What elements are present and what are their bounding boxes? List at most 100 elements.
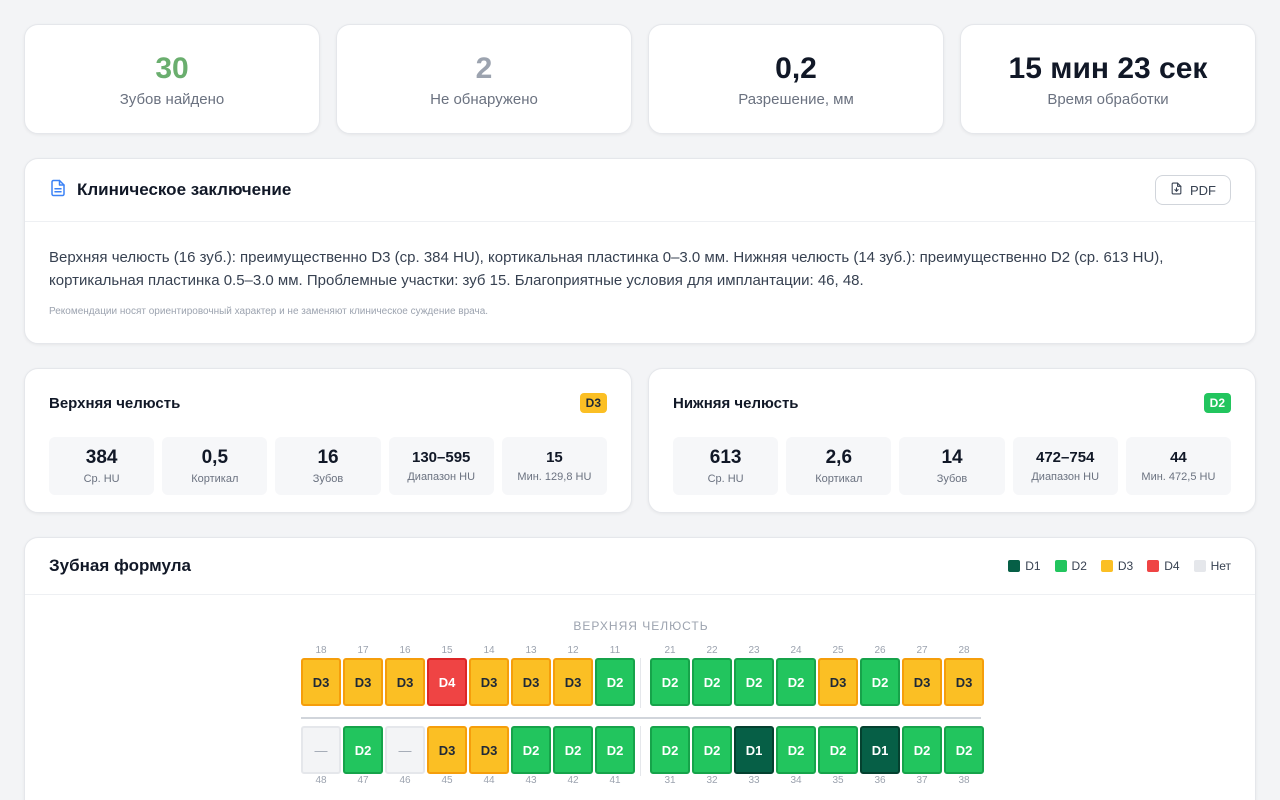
tooth-32[interactable]: D2 32 <box>691 726 733 788</box>
tooth-density-cell[interactable]: D2 <box>818 726 858 774</box>
tooth-number: 48 <box>315 775 327 786</box>
tooth-density-cell[interactable]: D1 <box>734 726 774 774</box>
tooth-density-cell[interactable]: D3 <box>553 658 593 706</box>
tooth-12[interactable]: 12 D3 <box>552 644 594 706</box>
stat-value: 472–754 <box>1036 449 1095 466</box>
tooth-42[interactable]: D2 42 <box>552 726 594 788</box>
tooth-28[interactable]: 28 D3 <box>943 644 985 706</box>
tooth-number: 36 <box>874 775 886 786</box>
tooth-21[interactable]: 21 D2 <box>649 644 691 706</box>
tooth-36[interactable]: D1 36 <box>859 726 901 788</box>
tooth-24[interactable]: 24 D2 <box>775 644 817 706</box>
tooth-density-cell[interactable]: — <box>385 726 425 774</box>
tooth-density-cell[interactable]: D2 <box>595 658 635 706</box>
tooth-density-cell[interactable]: D3 <box>385 658 425 706</box>
tooth-density-cell[interactable]: D3 <box>469 658 509 706</box>
legend-item-d2: D2 <box>1054 559 1087 573</box>
tooth-37[interactable]: D2 37 <box>901 726 943 788</box>
stat-label: Ср. HU <box>707 473 744 485</box>
tooth-density-cell[interactable]: D3 <box>343 658 383 706</box>
tooth-13[interactable]: 13 D3 <box>510 644 552 706</box>
stat-card-teeth-found: 30 Зубов найдено <box>24 24 320 134</box>
tooth-density-cell[interactable]: D1 <box>860 726 900 774</box>
stat-label: Мин. 472,5 HU <box>1141 471 1216 483</box>
tooth-density-cell[interactable]: D2 <box>902 726 942 774</box>
tooth-number: 44 <box>483 775 495 786</box>
tooth-density-cell[interactable]: D2 <box>343 726 383 774</box>
tooth-density-cell[interactable]: D2 <box>944 726 984 774</box>
tooth-16[interactable]: 16 D3 <box>384 644 426 706</box>
tooth-density-cell[interactable]: D2 <box>650 658 690 706</box>
tooth-35[interactable]: D2 35 <box>817 726 859 788</box>
tooth-31[interactable]: D2 31 <box>649 726 691 788</box>
legend-item-d1: D1 <box>1008 559 1041 573</box>
legend-swatch <box>1147 560 1160 572</box>
tooth-number: 41 <box>609 775 621 786</box>
tooth-density-cell[interactable]: D2 <box>692 726 732 774</box>
upper-hu-range: 130–595 Диапазон HU <box>388 437 494 495</box>
tooth-44[interactable]: D3 44 <box>468 726 510 788</box>
tooth-27[interactable]: 27 D3 <box>901 644 943 706</box>
stat-label: Зубов <box>312 473 344 485</box>
tooth-41[interactable]: D2 41 <box>594 726 636 788</box>
tooth-14[interactable]: 14 D3 <box>468 644 510 706</box>
legend-swatch <box>1008 560 1021 572</box>
tooth-23[interactable]: 23 D2 <box>733 644 775 706</box>
legend-label: D3 <box>1117 559 1134 573</box>
stat-value: 0,2 <box>775 51 817 85</box>
tooth-number: 11 <box>609 645 621 656</box>
tooth-11[interactable]: 11 D2 <box>594 644 636 706</box>
tooth-density-cell[interactable]: D2 <box>776 658 816 706</box>
tooth-density-cell[interactable]: D2 <box>650 726 690 774</box>
tooth-number: 42 <box>567 775 579 786</box>
tooth-density-cell[interactable]: D3 <box>511 658 551 706</box>
legend-swatch <box>1054 560 1067 572</box>
pdf-export-button[interactable]: PDF <box>1155 175 1231 205</box>
upper-teeth-count: 16 Зубов <box>275 437 381 495</box>
tooth-15[interactable]: 15 D4 <box>426 644 468 706</box>
dental-formula-card: Зубная формула D1 D2 D3 D4 Нет <box>24 537 1256 800</box>
upper-avg-hu: 384 Ср. HU <box>49 437 155 495</box>
tooth-density-cell[interactable]: D3 <box>902 658 942 706</box>
tooth-density-cell[interactable]: D3 <box>818 658 858 706</box>
tooth-26[interactable]: 26 D2 <box>859 644 901 706</box>
tooth-density-cell[interactable]: D2 <box>553 726 593 774</box>
tooth-number: 38 <box>958 775 970 786</box>
tooth-density-cell[interactable]: D2 <box>595 726 635 774</box>
tooth-number: 17 <box>357 645 369 656</box>
tooth-density-cell[interactable]: — <box>301 726 341 774</box>
tooth-17[interactable]: 17 D3 <box>342 644 384 706</box>
tooth-density-cell[interactable]: D3 <box>301 658 341 706</box>
tooth-density-cell[interactable]: D2 <box>776 726 816 774</box>
tooth-34[interactable]: D2 34 <box>775 726 817 788</box>
tooth-47[interactable]: D2 47 <box>342 726 384 788</box>
tooth-density-cell[interactable]: D3 <box>469 726 509 774</box>
tooth-33[interactable]: D1 33 <box>733 726 775 788</box>
tooth-25[interactable]: 25 D3 <box>817 644 859 706</box>
tooth-18[interactable]: 18 D3 <box>300 644 342 706</box>
legend-swatch <box>1193 560 1206 572</box>
tooth-number: 24 <box>790 645 802 656</box>
tooth-43[interactable]: D2 43 <box>510 726 552 788</box>
tooth-density-cell[interactable]: D3 <box>944 658 984 706</box>
tooth-density-cell[interactable]: D2 <box>734 658 774 706</box>
upper-min-hu: 15 Мин. 129,8 HU <box>501 437 608 495</box>
tooth-density-cell[interactable]: D2 <box>860 658 900 706</box>
stat-value: 16 <box>317 447 339 468</box>
tooth-46[interactable]: —46 <box>384 726 426 788</box>
tooth-38[interactable]: D2 38 <box>943 726 985 788</box>
tooth-number: 27 <box>916 645 928 656</box>
stat-label: Кортикал <box>191 473 239 485</box>
tooth-density-cell[interactable]: D4 <box>427 658 467 706</box>
tooth-number: 14 <box>483 645 495 656</box>
tooth-45[interactable]: D3 45 <box>426 726 468 788</box>
tooth-density-cell[interactable]: D2 <box>692 658 732 706</box>
tooth-density-cell[interactable]: D2 <box>511 726 551 774</box>
stat-value: 44 <box>1170 449 1187 466</box>
tooth-48[interactable]: —48 <box>300 726 342 788</box>
stat-card-processing-time: 15 мин 23 сек Время обработки <box>960 24 1256 134</box>
stat-label: Кортикал <box>815 473 863 485</box>
tooth-number: 31 <box>664 775 676 786</box>
tooth-22[interactable]: 22 D2 <box>691 644 733 706</box>
tooth-density-cell[interactable]: D3 <box>427 726 467 774</box>
